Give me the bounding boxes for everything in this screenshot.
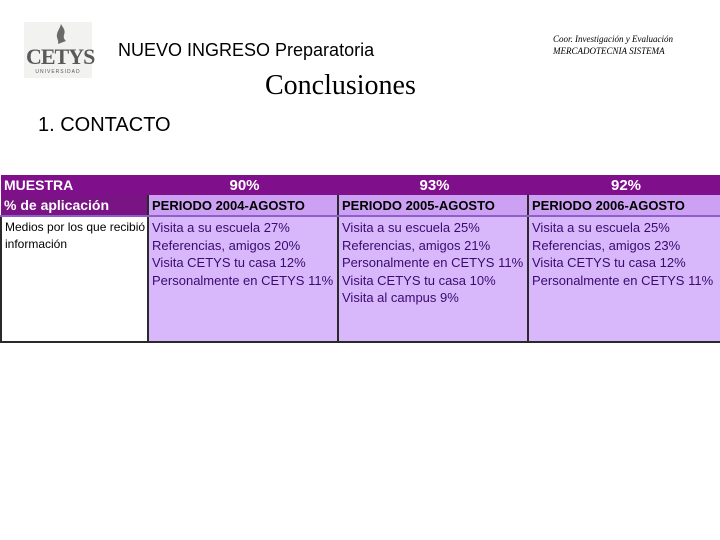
- medios-label: Medios por los que recibió información: [0, 216, 148, 343]
- list-item: Visita al campus 9%: [342, 290, 459, 305]
- muestra-label: MUESTRA: [1, 175, 148, 195]
- medios-cell-2005: Visita a su escuela 25% Referencias, ami…: [337, 216, 528, 343]
- list-item: Personalmente en CETYS 11%: [342, 255, 524, 270]
- coordination-line-1: Coor. Investigación y Evaluación: [553, 34, 673, 44]
- list-item: Personalmente en CETYS 11%: [532, 272, 714, 288]
- list-item: Visita a su escuela 25%: [532, 220, 670, 235]
- periodo-2005: PERIODO 2005-AGOSTO: [337, 195, 528, 217]
- table-row-muestra: MUESTRA 90% 93% 92%: [1, 175, 720, 195]
- list-item: Visita CETYS tu casa 12%: [152, 255, 306, 270]
- contact-table: MUESTRA 90% 93% 92% % de aplicación PERI…: [0, 175, 720, 343]
- list-item: Referencias, amigos 21%: [342, 237, 491, 253]
- medios-cell-2006: Visita a su escuela 25% Referencias, ami…: [527, 216, 720, 343]
- list-item: Referencias, amigos 23%: [532, 237, 681, 253]
- table-row-aplicacion: % de aplicación PERIODO 2004-AGOSTO PERI…: [1, 195, 720, 217]
- table-row-medios: Medios por los que recibió información V…: [0, 216, 720, 343]
- percentage-2004: 90%: [148, 175, 338, 195]
- list-item: Visita a su escuela 27%: [152, 220, 290, 235]
- section-heading: 1. CONTACTO: [38, 114, 171, 136]
- aplicacion-label: % de aplicación: [1, 195, 148, 217]
- list-item: Visita CETYS tu casa 10%: [342, 272, 496, 288]
- periodo-2004: PERIODO 2004-AGOSTO: [147, 195, 338, 217]
- logo-subtext: UNIVERSIDAD: [35, 69, 81, 75]
- page-title: Conclusiones: [265, 70, 416, 101]
- coordination-note: Coor. Investigación y Evaluación MERCADO…: [553, 33, 718, 57]
- list-item: Visita CETYS tu casa 12%: [532, 255, 686, 270]
- list-item: Visita a su escuela 25%: [342, 220, 480, 235]
- list-item: Personalmente en CETYS 11%: [152, 272, 334, 288]
- list-item: Referencias, amigos 20%: [152, 237, 301, 253]
- coordination-line-2: MERCADOTECNIA SISTEMA: [553, 46, 665, 56]
- percentage-2005: 93%: [338, 175, 528, 195]
- flame-icon: [56, 24, 66, 44]
- header-title: NUEVO INGRESO Preparatoria: [118, 40, 375, 60]
- percentage-2006: 92%: [528, 175, 720, 195]
- cetys-logo: CETYS UNIVERSIDAD: [24, 22, 95, 78]
- logo-wordmark: CETYS: [26, 44, 95, 69]
- periodo-2006: PERIODO 2006-AGOSTO: [527, 195, 720, 217]
- medios-cell-2004: Visita a su escuela 27% Referencias, ami…: [147, 216, 338, 343]
